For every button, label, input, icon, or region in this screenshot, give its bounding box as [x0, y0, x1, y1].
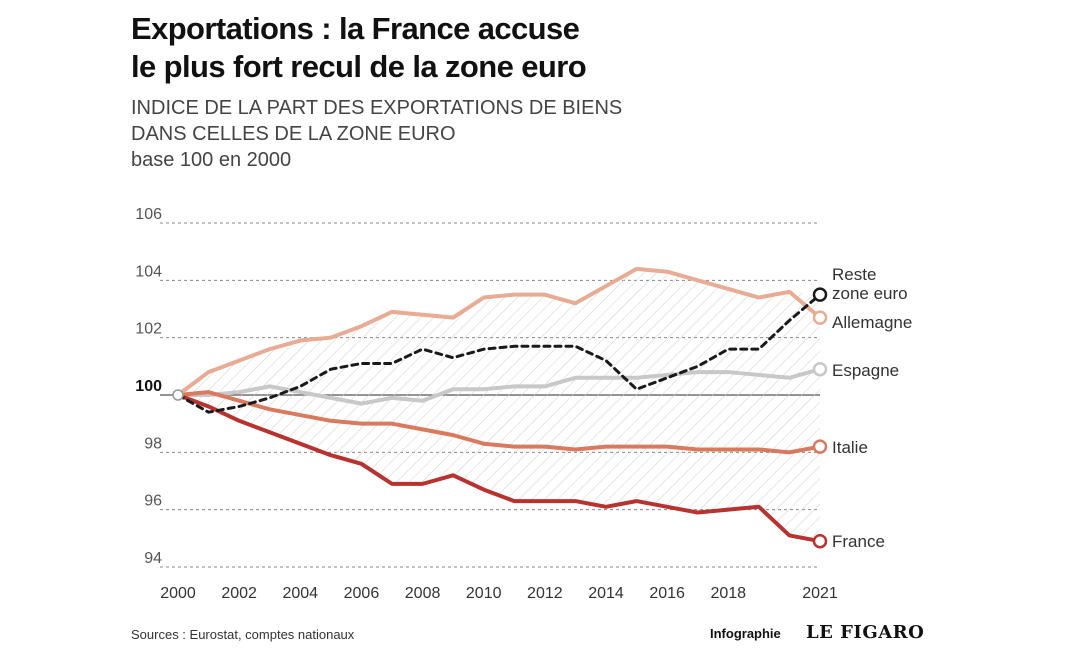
y-tick-label-98: 98 — [144, 435, 162, 452]
series-label-reste-2: zone euro — [832, 284, 908, 303]
spread-band — [178, 268, 820, 542]
series-label-allemagne: Allemagne — [832, 313, 912, 332]
series-label-france: France — [832, 532, 885, 551]
x-tick-label-2016: 2016 — [649, 585, 685, 602]
x-tick-label-2018: 2018 — [710, 585, 746, 602]
end-marker-espagne — [812, 361, 828, 377]
chart-subtitle: INDICE DE LA PART DES EXPORTATIONS DE BI… — [131, 95, 622, 173]
chart-subtitle-line-2: DANS CELLES DE LA ZONE EURO — [131, 123, 456, 145]
chart-title-line-2: le plus fort recul de la zone euro — [131, 49, 587, 84]
x-tick-label-2021: 2021 — [802, 585, 838, 602]
sources-note: Sources : Eurostat, comptes nationaux — [131, 627, 355, 642]
end-marker-france — [812, 533, 828, 549]
series-label-italie: Italie — [832, 438, 868, 457]
end-marker-italie — [812, 439, 828, 454]
x-tick-label-2014: 2014 — [588, 585, 624, 602]
credit-label: Infographie — [710, 626, 781, 641]
chart-title-line-1: Exportations : la France accuse — [131, 11, 580, 46]
end-marker-allemagne — [812, 310, 828, 325]
end-marker-reste — [812, 287, 828, 302]
x-tick-label-2004: 2004 — [282, 585, 318, 602]
y-tick-label-102: 102 — [135, 321, 162, 338]
x-tick-label-2012: 2012 — [527, 585, 563, 602]
y-tick-label-106: 106 — [135, 206, 162, 223]
start-marker — [172, 389, 184, 401]
chart-subtitle-line-3: base 100 en 2000 — [131, 149, 292, 171]
series-line-reste — [176, 293, 822, 414]
y-tick-label-94: 94 — [144, 550, 162, 567]
x-tick-label-2002: 2002 — [221, 585, 257, 602]
chart-subtitle-line-1: INDICE DE LA PART DES EXPORTATIONS DE BI… — [131, 97, 623, 119]
brand-logo: LE FIGARO — [806, 622, 925, 643]
y-tick-label-104: 104 — [135, 263, 162, 280]
x-tick-label-2010: 2010 — [466, 585, 502, 602]
series-label-espagne: Espagne — [832, 361, 899, 380]
chart-title: Exportations : la France accuse le plus … — [131, 10, 587, 86]
x-tick-label-2000: 2000 — [160, 585, 196, 602]
series-line-allemagne — [176, 266, 822, 397]
y-tick-label-100: 100 — [135, 378, 162, 395]
x-tick-label-2006: 2006 — [344, 585, 380, 602]
y-tick-label-96: 96 — [144, 493, 162, 510]
x-tick-label-2008: 2008 — [405, 585, 441, 602]
series-line-france — [176, 393, 822, 544]
series-line-italie — [176, 390, 822, 455]
series-label-reste-1: Reste — [832, 265, 876, 284]
series-line-espagne — [176, 367, 822, 406]
